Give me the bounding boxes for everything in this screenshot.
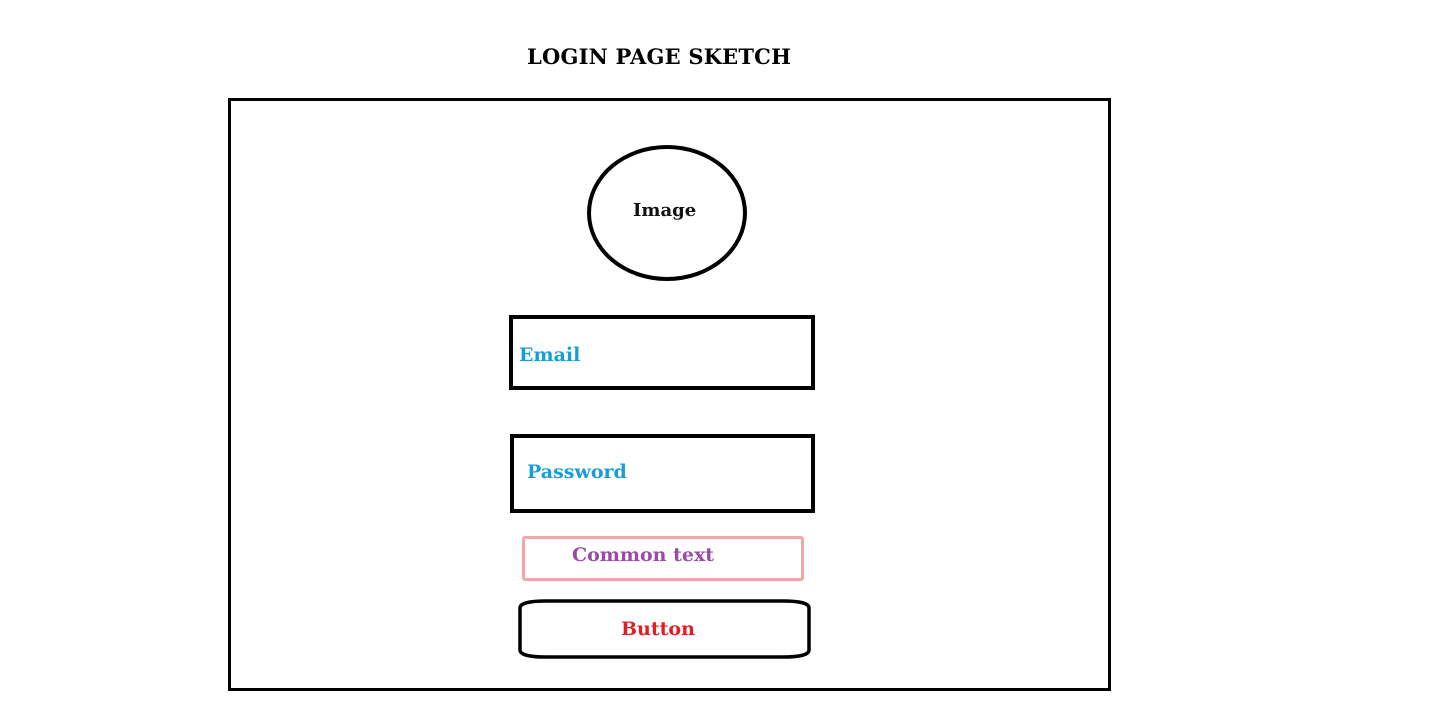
password-field-label: Password [527, 461, 627, 483]
page-frame [228, 98, 1111, 691]
common-text-box [522, 536, 804, 581]
button[interactable] [516, 598, 813, 660]
button-outline [518, 599, 811, 659]
button-label: Button [621, 618, 695, 640]
image-placeholder [587, 145, 747, 281]
image-placeholder-label: Image [633, 200, 697, 221]
common-text-label: Common text [572, 544, 715, 566]
password-field[interactable] [510, 434, 815, 513]
page-title: LOGIN PAGE SKETCH [527, 44, 792, 69]
email-field-label: Email [519, 344, 581, 366]
email-field[interactable] [509, 315, 815, 390]
